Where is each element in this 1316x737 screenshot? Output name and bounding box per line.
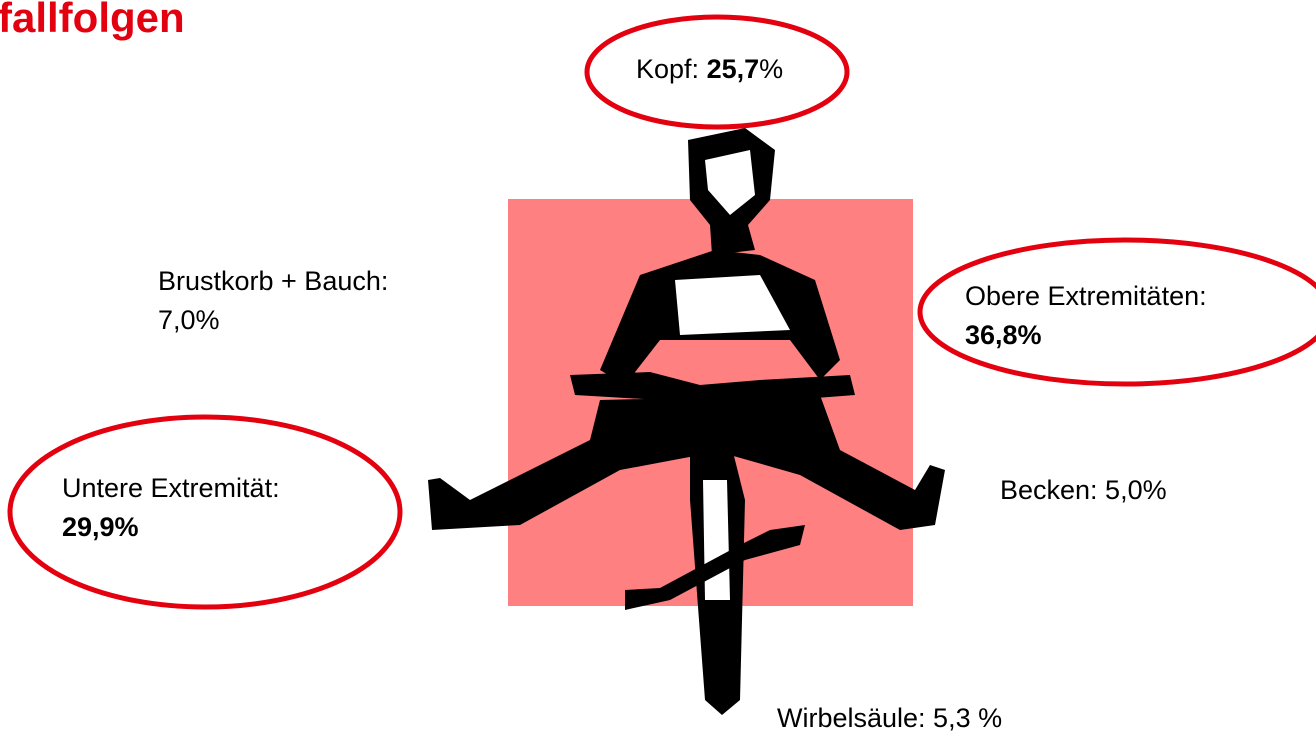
label-value: 25,7 <box>707 54 760 84</box>
label-unit: % <box>759 54 783 84</box>
highlight-ellipse <box>920 240 1316 384</box>
label-text: Kopf: <box>636 54 699 84</box>
obere-value: 36,8% <box>965 320 1042 350</box>
kopf-label: Kopf: 25,7% <box>636 54 783 84</box>
page: {"header": {"title": "fallfolgen"}, "lab… <box>0 0 1316 737</box>
untere-label: Untere Extremität: <box>62 473 280 503</box>
obere-label: Obere Extremitäten: <box>965 281 1207 311</box>
brustkorb-value: 7,0% <box>158 305 220 335</box>
brustkorb-label: Brustkorb + Bauch: <box>158 266 388 296</box>
slide-title: fallfolgen <box>0 0 185 41</box>
slide: fallfolgen Kopf: 25,7% Brustkorb + Bauch… <box>0 0 1316 737</box>
wirbelsaeule-label: Wirbelsäule: 5,3 % <box>777 703 1002 733</box>
untere-value: 29,9% <box>62 512 139 542</box>
becken-label: Becken: 5,0% <box>1000 475 1167 505</box>
